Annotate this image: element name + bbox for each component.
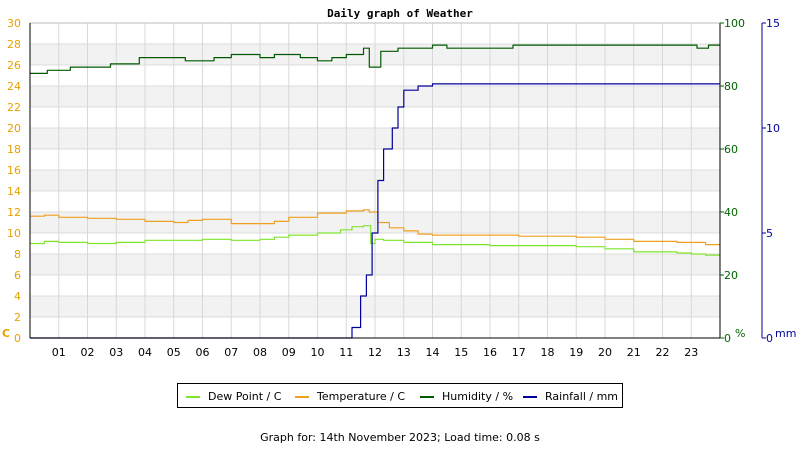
legend-swatch-dew-point [186,395,200,398]
axes-layer: 01 02 03 04 05 06 07 08 09 10 11 12 13 14 15 16 17 18 19 20… [2,17,796,359]
x-tick-label: 08 [253,346,267,359]
series-layer [30,44,721,339]
humidity-tick-label: 0 [724,332,731,345]
x-tick-label: 13 [397,346,411,359]
rain-axis-unit: mm [775,327,796,340]
temperature-line [30,209,721,246]
x-tick-label: 11 [339,346,353,359]
left-tick-label: 20 [7,122,21,135]
humidity-tick-label: 20 [724,269,738,282]
humidity-tick-label: 80 [724,80,738,93]
x-tick-label: 17 [512,346,526,359]
legend-label-dew-point: Dew Point / C [208,390,282,403]
rainfall-line [30,83,720,339]
x-tick-label: 21 [627,346,641,359]
rain-tick-label: 10 [766,122,780,135]
left-tick-label: 4 [14,290,21,303]
x-tick-label: 20 [598,346,612,359]
x-tick-label: 22 [656,346,670,359]
rain-tick-label: 15 [766,17,780,30]
x-tick-label: 09 [282,346,296,359]
x-tick-label: 12 [368,346,382,359]
chart-title: Daily graph of Weather [327,7,473,20]
left-tick-label: 30 [7,17,21,30]
legend-label-rainfall: Rainfall / mm [545,390,619,403]
humidity-tick-label: 40 [724,206,738,219]
legend-swatch-temperature [295,395,309,398]
x-tick-label: 01 [52,346,66,359]
x-tick-label: 18 [541,346,555,359]
left-tick-label: 12 [7,206,21,219]
legend: Dew Point / C Temperature / C Humidity /… [177,383,623,408]
humidity-tick-label: 100 [724,17,745,30]
legend-swatch-rainfall [523,395,537,398]
humidity-line [30,44,720,74]
left-axis-unit: C [2,327,10,340]
legend-swatch-humidity [420,395,434,398]
x-tick-label: 23 [684,346,698,359]
left-tick-label: 6 [14,269,21,282]
x-tick-label: 07 [224,346,238,359]
legend-item-temperature: Temperature / C [295,384,405,409]
left-tick-label: 14 [7,185,21,198]
x-tick-label: 02 [81,346,95,359]
left-tick-label: 2 [14,311,21,324]
left-tick-label: 22 [7,101,21,114]
left-tick-label: 24 [7,80,21,93]
humidity-tick-label: 60 [724,143,738,156]
x-tick-label: 15 [454,346,468,359]
x-tick-label: 16 [483,346,497,359]
left-tick-label: 16 [7,164,21,177]
left-tick-label: 8 [14,248,21,261]
x-tick-label: 10 [311,346,325,359]
left-tick-label: 26 [7,59,21,72]
legend-label-humidity: Humidity / % [442,390,514,403]
left-tick-label: 28 [7,38,21,51]
x-tick-label: 03 [109,346,123,359]
rain-tick-label: 5 [766,227,773,240]
rain-tick-label: 0 [766,332,773,345]
legend-item-rainfall: Rainfall / mm [523,384,618,409]
legend-item-humidity: Humidity / % [420,384,513,409]
footer-text: Graph for: 14th November 2023; Load time… [260,431,540,444]
left-tick-label: 18 [7,143,21,156]
x-tick-label: 05 [167,346,181,359]
x-tick-label: 06 [196,346,210,359]
x-tick-label: 14 [426,346,440,359]
x-tick-label: 19 [569,346,583,359]
left-tick-label: 10 [7,227,21,240]
legend-label-temperature: Temperature / C [317,390,406,403]
x-tick-label: 04 [138,346,152,359]
humidity-axis-unit: % [735,327,745,340]
legend-item-dew-point: Dew Point / C [186,384,281,409]
dew-point-line [30,225,720,256]
left-tick-label: 0 [14,332,21,345]
